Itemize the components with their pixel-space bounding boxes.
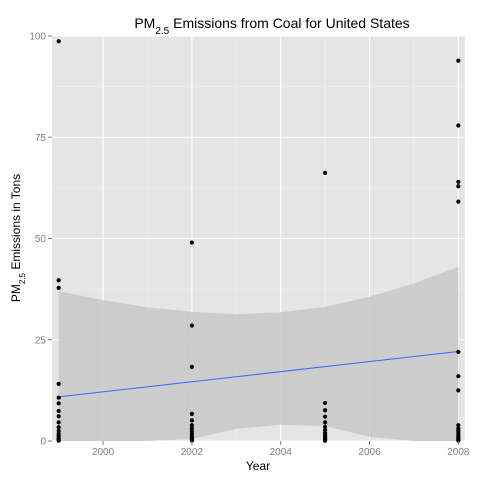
data-point (56, 408, 61, 414)
data-point (456, 184, 461, 189)
y-tick-label: 0 (40, 437, 46, 448)
data-point (456, 423, 461, 428)
data-point (189, 411, 194, 416)
data-point (456, 438, 461, 443)
data-point (323, 420, 328, 425)
y-axis-ticks: 0 25 50 75 100 (29, 32, 52, 448)
data-point (456, 58, 461, 63)
confidence-band (58, 266, 459, 441)
y-tick-label: 25 (35, 335, 47, 346)
trend-line (58, 350, 459, 398)
data-point (56, 395, 61, 400)
data-point (323, 438, 328, 443)
data-point (189, 240, 194, 245)
y-tick-label: 75 (35, 133, 47, 144)
data-point (456, 179, 461, 184)
data-point (189, 364, 194, 369)
data-point (189, 438, 194, 443)
data-point (56, 414, 61, 419)
data-point (56, 401, 61, 406)
data-point (56, 420, 61, 425)
data-point (56, 438, 61, 443)
data-point (189, 323, 194, 328)
x-axis-title: Year (246, 459, 270, 473)
data-point (56, 381, 61, 386)
data-point (56, 278, 61, 283)
y-axis-title: PM2.5 Emissions in Tons (9, 174, 27, 302)
data-point (456, 388, 461, 393)
x-axis-ticks: 2000 2002 2004 2006 2008 (92, 441, 470, 458)
data-point (456, 123, 461, 128)
x-tick-label: 2008 (447, 447, 470, 458)
y-tick-label: 50 (35, 234, 47, 245)
x-tick-label: 2000 (92, 447, 115, 458)
y-tick-label: 100 (29, 32, 46, 43)
data-point (189, 418, 194, 423)
x-tick-label: 2006 (358, 447, 381, 458)
data-points (56, 39, 461, 443)
data-point (456, 199, 461, 204)
data-point (56, 425, 61, 430)
data-point (56, 285, 61, 291)
data-point (56, 39, 61, 44)
data-point (323, 170, 328, 175)
data-point (323, 424, 328, 429)
x-tick-label: 2002 (181, 447, 204, 458)
data-point (323, 414, 328, 419)
data-point (323, 400, 328, 406)
x-tick-label: 2004 (270, 447, 293, 458)
chart-title: PM2.5 Emissions from Coal for United Sta… (134, 15, 409, 37)
data-point (323, 408, 328, 413)
data-point (456, 349, 461, 354)
data-point (189, 423, 194, 428)
data-point (456, 374, 461, 379)
